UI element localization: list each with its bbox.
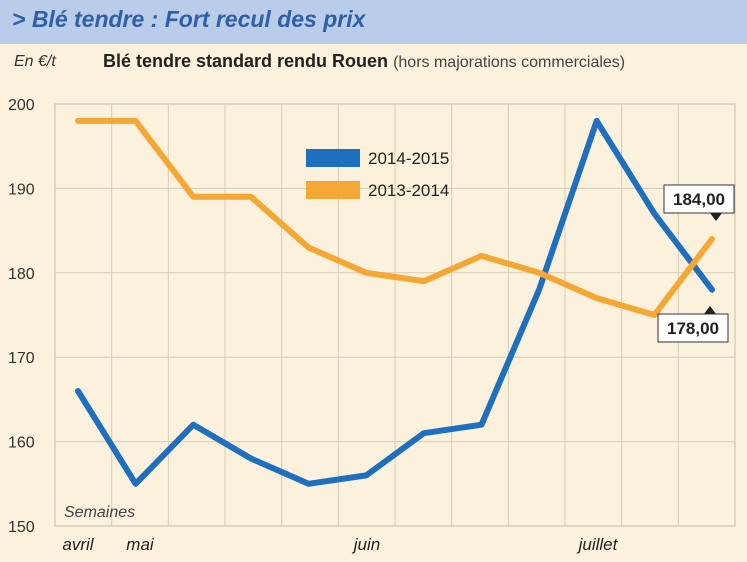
legend-swatch-2013-2014 — [306, 181, 360, 199]
x-month-label-juin: juin — [352, 535, 380, 554]
callout-label: 178,00 — [667, 319, 719, 338]
x-month-label-juillet: juillet — [577, 535, 619, 554]
callout-box — [657, 313, 729, 343]
y-tick-label: 190 — [8, 181, 35, 198]
callout-label: 184,00 — [673, 190, 725, 209]
chart-title: Blé tendre standard rendu Rouen (hors ma… — [103, 51, 625, 72]
series-line-2013-2014 — [75, 117, 715, 318]
legend-label: 2013-2014 — [368, 181, 449, 200]
x-month-label-mai: mai — [126, 535, 155, 554]
chart-series — [75, 117, 715, 487]
header-banner: > Blé tendre : Fort recul des prix — [0, 0, 747, 44]
header-title: > Blé tendre : Fort recul des prix — [12, 6, 366, 32]
chart-legend: 2014-2015 2013-2014 — [306, 149, 449, 200]
x-axis-labels: avril mai juin juillet Semaines — [62, 504, 618, 554]
y-tick-label: 170 — [8, 350, 35, 367]
x-axis-title: Semaines — [64, 504, 135, 521]
y-tick-label: 160 — [8, 435, 35, 452]
y-axis-ticks: 150 160 170 180 190 200 — [8, 97, 35, 536]
callout-pointer — [710, 213, 722, 221]
chart-annotations: 184,00 178,00 — [657, 184, 735, 343]
chart-title-text: Blé tendre standard rendu Rouen — [103, 51, 389, 71]
y-tick-label: 150 — [8, 519, 35, 536]
legend-label: 2014-2015 — [368, 149, 449, 168]
x-month-label-avril: avril — [62, 535, 94, 554]
chart-title-note: (hors majorations commerciales) — [393, 54, 626, 71]
callout-pointer — [704, 306, 716, 314]
y-tick-label: 180 — [8, 266, 35, 283]
y-tick-label: 200 — [8, 97, 35, 114]
series-line-2014-2015 — [75, 117, 715, 487]
y-axis-unit-label: En €/t — [14, 53, 56, 70]
callout-box — [663, 184, 735, 214]
legend-swatch-2014-2015 — [306, 149, 360, 167]
